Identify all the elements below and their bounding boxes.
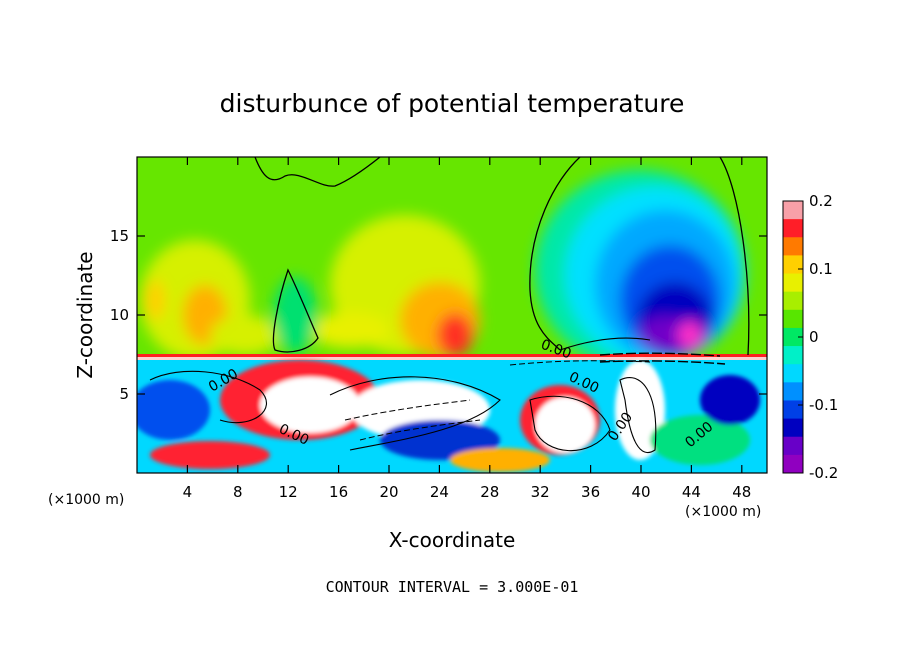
colorbar-swatch [783, 454, 803, 474]
y-tick-label: 15 [110, 227, 129, 245]
chart-title: disturbunce of potential temperature [220, 89, 685, 118]
colorbar-swatch [783, 255, 803, 275]
colorbar-swatch [783, 327, 803, 347]
colorbar-swatch [783, 219, 803, 238]
y-axis-label: Z-coordinate [73, 251, 97, 378]
x-tick-label: 12 [279, 483, 298, 501]
x-tick-label: 44 [682, 483, 701, 501]
x-unit-label-left: (×1000 m) [48, 492, 124, 508]
colorbar-swatch [783, 436, 803, 456]
y-axis: 5 10 15 [110, 227, 767, 403]
colorbar-tick-label: 0 [809, 328, 819, 346]
x-axis-label: X-coordinate [389, 528, 516, 552]
x-tick-label: 40 [631, 483, 650, 501]
colorbar-swatch [783, 273, 803, 293]
colorbar-tick-label: 0.2 [809, 192, 833, 210]
contour-interval-text: CONTOUR INTERVAL = 3.000E-01 [326, 578, 579, 596]
x-axis: 4 8 12 16 20 24 28 32 36 40 44 48 [183, 157, 751, 501]
colorbar-swatch [783, 237, 803, 256]
colorbar-swatch [783, 346, 803, 365]
x-tick-label: 20 [379, 483, 398, 501]
colorbar-swatch [783, 418, 803, 438]
x-tick-label: 8 [233, 483, 243, 501]
colorbar-swatch [783, 201, 803, 220]
x-tick-label: 4 [183, 483, 193, 501]
colorbar-swatch [783, 364, 803, 383]
x-tick-label: 16 [329, 483, 348, 501]
colorbar-swatch [783, 382, 803, 401]
colorbar: 0.2 0.1 0 -0.1 -0.2 [782, 192, 838, 482]
colorbar-tick-label: -0.2 [809, 464, 838, 482]
colorbar-tick-label: 0.1 [809, 260, 833, 278]
y-tick-label: 5 [119, 385, 129, 403]
x-tick-label: 24 [430, 483, 449, 501]
colorbar-tick-label: -0.1 [809, 396, 838, 414]
colorbar-swatch [783, 291, 803, 311]
x-tick-label: 28 [480, 483, 499, 501]
y-tick-label: 10 [110, 306, 129, 324]
x-unit-label-right: (×1000 m) [685, 504, 761, 520]
x-tick-label: 32 [531, 483, 550, 501]
x-tick-label: 48 [732, 483, 751, 501]
colorbar-swatch [783, 400, 803, 420]
heatmap-plot [137, 157, 767, 473]
colorbar-swatch [783, 309, 803, 329]
x-tick-label: 36 [581, 483, 600, 501]
